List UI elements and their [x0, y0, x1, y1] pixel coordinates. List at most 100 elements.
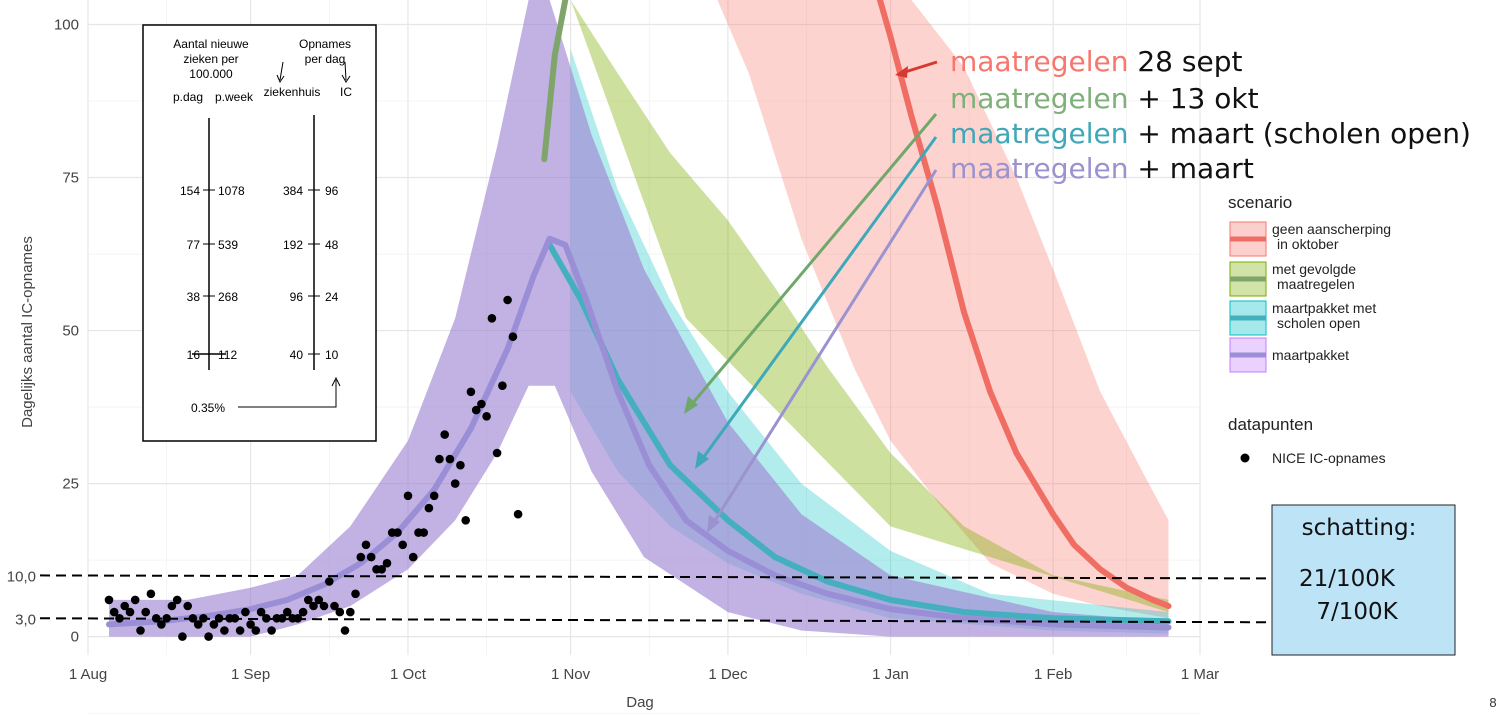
inset-left-pweek-0: 1078 — [218, 184, 245, 198]
y-tick-75: 75 — [62, 170, 79, 187]
datapoint-14 — [178, 632, 187, 641]
annotation-line-2: maatregelen + 13 okt — [950, 82, 1259, 115]
legend-scenario-title: scenario — [1228, 193, 1292, 212]
inset-right-col-2: IC — [340, 85, 352, 99]
annotation-rest-4: + maart — [1128, 152, 1253, 185]
datapoint-62 — [430, 492, 439, 501]
datapoint-58 — [409, 553, 418, 562]
inset-left-pweek-2: 268 — [218, 290, 238, 304]
legend-datapoints-title: datapunten — [1228, 415, 1313, 434]
inset-left-col-1: p.dag — [173, 90, 203, 104]
annotation-rest-1: 28 sept — [1128, 45, 1242, 78]
inset-right-col-1: ziekenhuis — [264, 85, 321, 99]
inset-right-hosp-0: 384 — [283, 184, 303, 198]
estimate-box: schatting: 21/100K 7/100K — [1272, 505, 1455, 655]
datapoint-66 — [451, 479, 460, 488]
datapoint-5 — [131, 596, 140, 605]
inset-right-hosp-1: 192 — [283, 238, 303, 252]
x-tick-1: 1 Sep — [231, 666, 270, 683]
annotation-line-1: maatregelen 28 sept — [950, 45, 1242, 78]
inset-right-ic-3: 10 — [325, 348, 339, 362]
datapoint-63 — [435, 455, 444, 464]
inset-right-ic-1: 48 — [325, 238, 339, 252]
y-tick-50: 50 — [62, 323, 79, 340]
datapoint-48 — [357, 553, 366, 562]
datapoint-71 — [477, 400, 486, 409]
x-tick-6: 1 Feb — [1034, 666, 1072, 683]
legend-label-3-0: maartpakket — [1272, 347, 1349, 363]
annotation-line-4: maatregelen + maart — [950, 152, 1254, 185]
y-extra-label-1: 3,0 — [15, 611, 36, 628]
inset-left-pday-1: 77 — [187, 238, 201, 252]
datapoint-49 — [362, 541, 371, 550]
annotation-maatregelen-4: maatregelen — [950, 152, 1128, 185]
x-tick-7: 1 Mar — [1181, 666, 1219, 683]
datapoint-25 — [236, 626, 245, 635]
datapoint-8 — [147, 590, 156, 599]
legend-label-1-0: met gevolgde — [1272, 261, 1356, 277]
inset-right-header-2: per dag — [305, 52, 346, 66]
datapoint-78 — [514, 510, 523, 519]
inset-left-pweek-3: 112 — [218, 348, 237, 362]
x-axis-ticks: 1 Aug 1 Sep 1 Oct 1 Nov 1 Dec 1 Jan 1 Feb 1 Mar — [69, 666, 1219, 683]
datapoint-61 — [425, 504, 434, 513]
datapoint-22 — [220, 626, 229, 635]
y-axis-ticks: 0 25 50 75 100 10,0 3,0 — [7, 16, 79, 645]
inset-left-pday-0: 154 — [180, 184, 200, 198]
x-axis-title: Dag — [626, 694, 654, 711]
y-tick-100: 100 — [54, 16, 79, 33]
inset-left-header-1: Aantal nieuwe — [173, 37, 249, 51]
inset-left-header-2: zieken per — [183, 52, 238, 66]
datapoint-56 — [398, 541, 407, 550]
datapoint-53 — [383, 559, 392, 568]
annotation-maatregelen-3: maatregelen — [950, 117, 1128, 150]
datapoint-46 — [346, 608, 355, 617]
datapoint-47 — [351, 590, 360, 599]
datapoint-50 — [367, 553, 376, 562]
datapoint-41 — [320, 602, 329, 611]
datapoint-7 — [141, 608, 150, 617]
inset-conversion-table: Aantal nieuwe zieken per 100.000 p.dag p… — [143, 25, 376, 441]
datapoint-67 — [456, 461, 465, 470]
datapoint-26 — [241, 608, 250, 617]
inset-footer-percent: 0.35% — [191, 401, 225, 415]
datapoint-75 — [498, 381, 507, 390]
datapoint-73 — [488, 314, 497, 323]
datapoint-55 — [393, 528, 402, 537]
legend-label-2-1: scholen open — [1277, 315, 1360, 331]
x-tick-4: 1 Dec — [708, 666, 748, 683]
inset-right-hosp-2: 96 — [290, 290, 304, 304]
estimate-line-2: 7/100K — [1316, 599, 1398, 625]
datapoint-77 — [509, 332, 518, 341]
datapoint-19 — [204, 632, 213, 641]
legend-label-1-1: maatregelen — [1277, 276, 1355, 292]
legend-label-2-0: maartpakket met — [1272, 300, 1376, 316]
inset-right-hosp-3: 40 — [290, 348, 304, 362]
annotation-maatregelen-1: maatregelen — [950, 45, 1128, 78]
y-tick-25: 25 — [62, 476, 79, 493]
datapoint-44 — [336, 608, 345, 617]
annotation-line-3: maatregelen + maart (scholen open) — [950, 117, 1471, 150]
y-tick-0: 0 — [71, 629, 79, 646]
datapoint-65 — [446, 455, 455, 464]
legend-datapoint-key — [1241, 454, 1250, 463]
datapoint-13 — [173, 596, 182, 605]
datapoint-74 — [493, 449, 502, 458]
datapoint-6 — [136, 626, 145, 635]
datapoint-60 — [419, 528, 428, 537]
datapoint-45 — [341, 626, 350, 635]
datapoint-28 — [252, 626, 261, 635]
datapoint-72 — [482, 412, 491, 421]
inset-right-ic-0: 96 — [325, 184, 339, 198]
datapoint-57 — [404, 492, 413, 501]
datapoint-64 — [440, 430, 449, 439]
inset-right-ic-2: 24 — [325, 290, 339, 304]
x-tick-3: 1 Nov — [551, 666, 591, 683]
estimate-title: schatting: — [1302, 515, 1417, 541]
inset-left-pday-2: 38 — [187, 290, 201, 304]
inset-left-col-2: p.week — [215, 90, 254, 104]
datapoint-0 — [105, 596, 114, 605]
